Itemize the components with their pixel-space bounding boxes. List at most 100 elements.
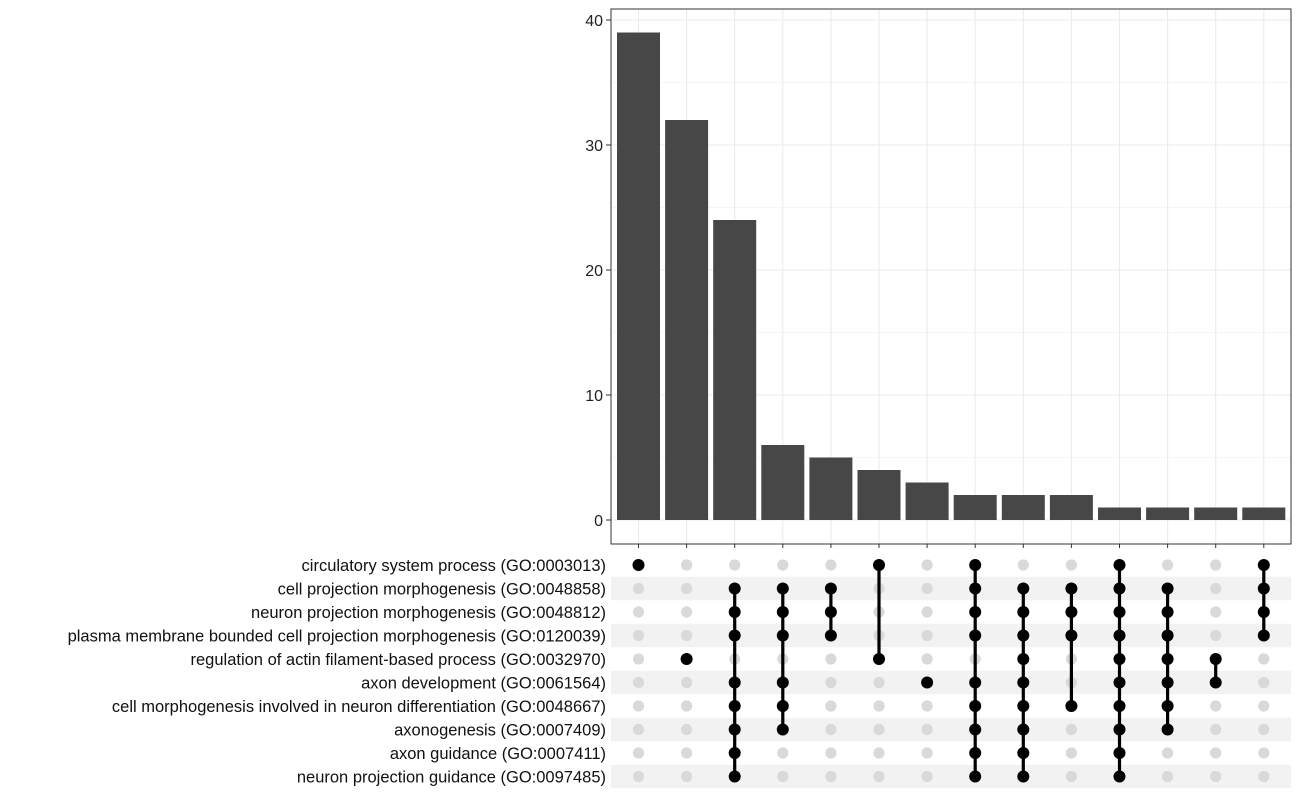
matrix-dot-active xyxy=(632,559,645,571)
set-label: neuron projection morphogenesis (GO:0048… xyxy=(251,604,606,622)
matrix-dot-inactive xyxy=(873,700,885,712)
matrix-dot-inactive xyxy=(1258,653,1270,665)
matrix-dot-inactive xyxy=(1162,747,1174,759)
matrix-dot-inactive xyxy=(1210,582,1222,595)
matrix-dot-inactive xyxy=(1258,723,1270,736)
y-axis-tick-label: 10 xyxy=(585,388,603,405)
matrix-dot-inactive xyxy=(921,770,933,783)
matrix-dot-inactive xyxy=(1210,629,1222,642)
matrix-dot-inactive xyxy=(921,582,933,595)
matrix-dot-inactive xyxy=(632,770,645,783)
matrix-dot-inactive xyxy=(1210,770,1222,783)
x-axis-ticks xyxy=(638,544,1265,548)
matrix-dot-inactive xyxy=(825,723,837,736)
matrix-dot-inactive xyxy=(1210,723,1222,736)
matrix-dot-inactive xyxy=(873,723,885,736)
bar xyxy=(1242,507,1286,520)
matrix-dot-inactive xyxy=(1017,559,1029,571)
matrix-dots xyxy=(632,559,1270,783)
matrix-dot-inactive xyxy=(1065,770,1077,783)
matrix-dot-inactive xyxy=(921,629,933,642)
matrix-dot-inactive xyxy=(1210,747,1222,759)
bar xyxy=(857,470,901,520)
matrix-dot-inactive xyxy=(632,723,645,736)
matrix-dot-inactive xyxy=(873,770,885,783)
matrix-dot-inactive xyxy=(681,676,693,689)
matrix-dot-inactive xyxy=(825,747,837,759)
matrix-dot-inactive xyxy=(681,700,693,712)
matrix-dot-inactive xyxy=(1258,747,1270,759)
y-axis-tick-label: 0 xyxy=(594,513,603,530)
matrix-dot-inactive xyxy=(1258,700,1270,712)
matrix-dot-inactive xyxy=(777,559,789,571)
set-label: neuron projection guidance (GO:0097485) xyxy=(297,769,606,787)
matrix-dot-inactive xyxy=(921,747,933,759)
matrix-dot-inactive xyxy=(632,676,645,689)
matrix-dot-inactive xyxy=(681,559,693,571)
matrix-dot-inactive xyxy=(681,747,693,759)
set-label: axon guidance (GO:0007411) xyxy=(390,745,606,763)
bar xyxy=(713,220,757,520)
matrix-dot-inactive xyxy=(1065,747,1077,759)
plot-panel-border xyxy=(610,8,1292,545)
set-label: axonogenesis (GO:0007409) xyxy=(394,722,606,740)
y-axis-tick-label: 40 xyxy=(585,13,603,30)
matrix-dot-inactive xyxy=(825,676,837,689)
matrix-dot-inactive xyxy=(1210,606,1222,618)
matrix-dot-inactive xyxy=(1162,770,1174,783)
matrix-row-stripe xyxy=(611,717,1291,742)
bar xyxy=(809,457,853,520)
matrix-row-stripe xyxy=(611,576,1291,601)
bar xyxy=(761,445,805,520)
matrix-dot-inactive xyxy=(825,653,837,665)
matrix-dot-active xyxy=(680,653,693,665)
matrix-dot-inactive xyxy=(1065,559,1077,571)
matrix-dot-inactive xyxy=(681,723,693,736)
matrix-dot-inactive xyxy=(825,770,837,783)
set-label: cell projection morphogenesis (GO:004885… xyxy=(278,581,606,599)
matrix-connectors xyxy=(733,565,1266,777)
bar xyxy=(1001,495,1045,520)
matrix-dot-inactive xyxy=(632,629,645,642)
matrix-dot-inactive xyxy=(921,606,933,618)
matrix-dot-inactive xyxy=(632,606,645,618)
matrix-dot-inactive xyxy=(873,676,885,689)
plot-panel-background xyxy=(611,9,1291,544)
matrix-dot-inactive xyxy=(777,770,789,783)
bar xyxy=(1049,495,1093,520)
matrix-stripes xyxy=(611,576,1291,789)
matrix-dot-inactive xyxy=(921,559,933,571)
matrix-dot-inactive xyxy=(681,629,693,642)
bar xyxy=(1146,507,1190,520)
bar xyxy=(953,495,997,520)
set-labels: circulatory system process (GO:0003013) c… xyxy=(68,557,606,787)
y-axis: 0 10 20 30 40 xyxy=(585,13,611,530)
set-label: cell morphogenesis involved in neuron di… xyxy=(112,698,606,716)
matrix-dot-inactive xyxy=(921,653,933,665)
matrix-dot-inactive xyxy=(681,582,693,595)
set-label: regulation of actin filament-based proce… xyxy=(191,651,606,669)
matrix-dot-inactive xyxy=(1258,770,1270,783)
matrix-dot-inactive xyxy=(729,559,741,571)
matrix-dot-inactive xyxy=(1258,676,1270,689)
matrix-dot-inactive xyxy=(632,700,645,712)
matrix-dot-inactive xyxy=(777,747,789,759)
y-axis-tick-label: 30 xyxy=(585,138,603,155)
bar xyxy=(617,32,660,520)
matrix-dot-inactive xyxy=(1065,723,1077,736)
bar xyxy=(1194,507,1238,520)
bar xyxy=(1098,507,1141,520)
set-label: axon development (GO:0061564) xyxy=(361,675,606,693)
set-label: plasma membrane bounded cell projection … xyxy=(68,628,606,646)
matrix-row-stripe xyxy=(611,670,1291,695)
bars xyxy=(617,32,1286,520)
matrix-dot-inactive xyxy=(921,700,933,712)
matrix-dot-inactive xyxy=(1210,559,1222,571)
matrix-row-stripe xyxy=(611,764,1291,789)
matrix-dot-inactive xyxy=(1162,559,1174,571)
matrix-dot-inactive xyxy=(681,770,693,783)
matrix-dot-inactive xyxy=(825,700,837,712)
bar xyxy=(905,482,949,520)
